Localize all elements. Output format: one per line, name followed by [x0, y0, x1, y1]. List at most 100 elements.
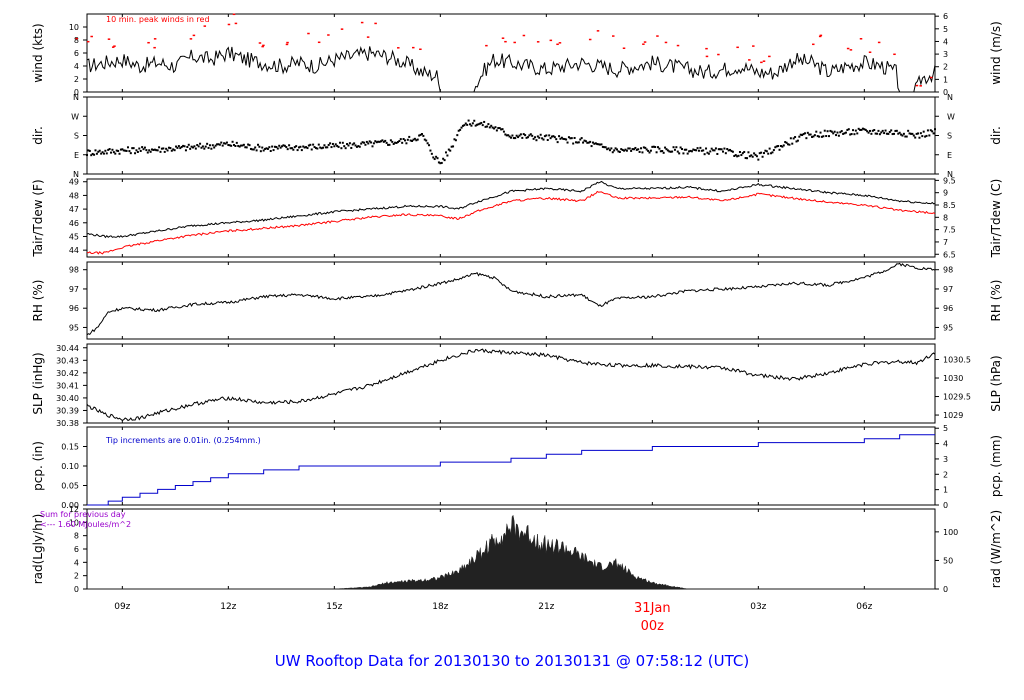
dir-point [747, 151, 750, 154]
dir-point [105, 152, 108, 155]
peak-wind-mark [107, 38, 111, 40]
dir-point [829, 129, 832, 132]
tick-label-left: 0.00 [61, 501, 79, 510]
dir-point [908, 132, 911, 135]
peak-wind-mark [877, 41, 881, 44]
dir-point [770, 152, 773, 155]
dir-point [914, 136, 917, 139]
dir-point [258, 145, 261, 148]
dir-point [357, 145, 360, 148]
peak-wind-mark [522, 34, 526, 37]
peak-wind-mark [656, 35, 659, 37]
dir-point [683, 148, 686, 151]
dir-point [143, 146, 146, 149]
dir-point [134, 152, 137, 155]
peak-wind-mark [366, 36, 370, 38]
dir-point [726, 148, 729, 151]
annotation: 10 min. peak winds in red [106, 15, 210, 24]
dir-point [317, 143, 320, 146]
dir-point [922, 130, 925, 133]
dir-point [231, 140, 234, 143]
dir-point [254, 146, 257, 149]
peak-wind-mark [705, 55, 709, 58]
dir-point [303, 146, 306, 149]
peak-wind-mark [736, 46, 739, 49]
dir-point [714, 147, 717, 150]
dir-point [662, 151, 665, 154]
dir-point [418, 134, 421, 137]
dir-point [266, 147, 269, 150]
dir-point [664, 146, 667, 149]
ylabel-left: pcp. (in) [31, 441, 45, 491]
tick-label-right: 0 [943, 585, 948, 594]
day-marker-date: 31Jan [634, 601, 671, 616]
dir-point [706, 151, 709, 154]
dir-point [861, 127, 864, 130]
dir-point [422, 134, 425, 137]
dir-point [703, 153, 706, 156]
tick-label-left: 30.40 [56, 394, 79, 403]
dir-point [310, 148, 313, 151]
dir-point [118, 152, 121, 155]
dir-point [481, 124, 484, 127]
dir-point [399, 138, 402, 141]
dir-point [567, 136, 570, 139]
tick-label-right: N [947, 93, 953, 102]
dir-point [688, 150, 691, 153]
tick-label-right: 100 [943, 528, 958, 537]
dir-point [771, 151, 774, 154]
dir-point [467, 119, 470, 122]
dir-point [603, 146, 606, 149]
dir-point [536, 135, 539, 138]
dir-point [876, 132, 879, 135]
dir-point [502, 130, 505, 133]
dir-point [354, 144, 357, 147]
dir-point [176, 146, 179, 149]
dir-point [213, 146, 216, 149]
tick-label-left: 47 [69, 205, 79, 214]
dir-point [736, 155, 739, 158]
tick-label-right: 1030.5 [943, 356, 971, 365]
peak-wind-mark [536, 41, 540, 43]
x-tick-label: 21z [538, 602, 554, 612]
dir-point [611, 151, 614, 154]
dir-point [381, 139, 384, 142]
peak-wind-mark [360, 21, 364, 24]
dir-point [88, 149, 91, 152]
rad-annotation: Sum for previous day [40, 510, 126, 519]
dir-point [322, 146, 325, 149]
tick-label-right: 9 [943, 189, 948, 198]
dir-point [727, 149, 730, 152]
dir-point [495, 129, 498, 132]
dir-point [624, 148, 627, 151]
dir-point [348, 142, 351, 145]
ylabel-left: rad(Lgly/hr) [31, 514, 45, 585]
peak-wind-mark [819, 34, 823, 37]
peak-wind-mark [859, 38, 863, 40]
tick-label-left: 2 [74, 75, 79, 84]
panel-slp: SLP (inHg) SLP (hPa) 30.38 30.39 30.40 30.41 3… [31, 343, 1003, 428]
dir-point [764, 149, 767, 152]
dir-point [365, 140, 368, 143]
dir-point [377, 140, 380, 143]
dir-point [563, 138, 566, 141]
dir-point [666, 149, 669, 152]
dir-point [799, 133, 802, 136]
dir-point [924, 135, 927, 138]
dir-point [511, 134, 514, 137]
dir-point [264, 147, 267, 150]
dir-point [669, 150, 672, 153]
dir-point [296, 149, 299, 152]
dir-point [91, 152, 94, 155]
dir-point [843, 132, 846, 135]
dir-point [641, 151, 644, 154]
dir-point [775, 145, 778, 148]
dir-point [538, 136, 541, 139]
tick-label-left: 95 [69, 323, 79, 332]
dir-point [854, 129, 857, 132]
dir-point [114, 152, 117, 155]
dir-point [192, 146, 194, 149]
dir-point [658, 147, 661, 150]
dir-point [685, 148, 688, 151]
panel-wind: wind (kts) wind (m/s) 0 2 4 6 8 10 0 1 2 3 4 5 6 10 min… [31, 12, 1003, 97]
